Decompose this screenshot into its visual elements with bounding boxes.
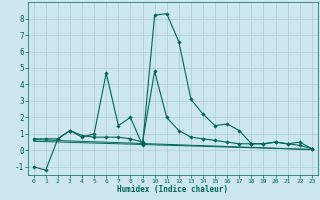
X-axis label: Humidex (Indice chaleur): Humidex (Indice chaleur) <box>117 185 228 194</box>
